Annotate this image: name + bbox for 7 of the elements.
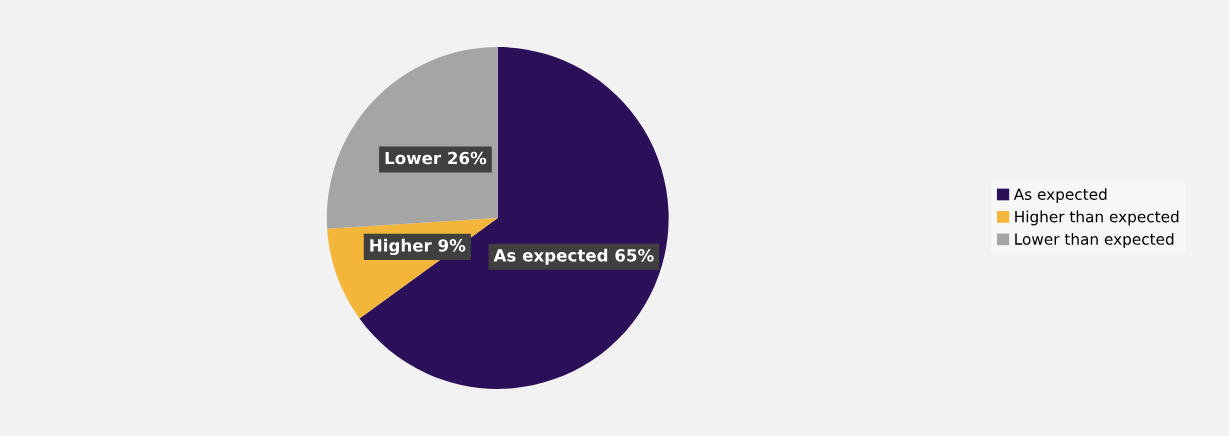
data-label: As expected 65% — [493, 248, 654, 265]
pie-slice — [359, 47, 669, 389]
legend-label: As expected — [1013, 188, 1107, 203]
data-label: Lower 26% — [385, 151, 487, 165]
legend-label: Lower than expected — [1015, 233, 1174, 248]
data-label: Higher 9% — [370, 238, 466, 256]
legend-label: Higher than expected — [1015, 210, 1179, 226]
